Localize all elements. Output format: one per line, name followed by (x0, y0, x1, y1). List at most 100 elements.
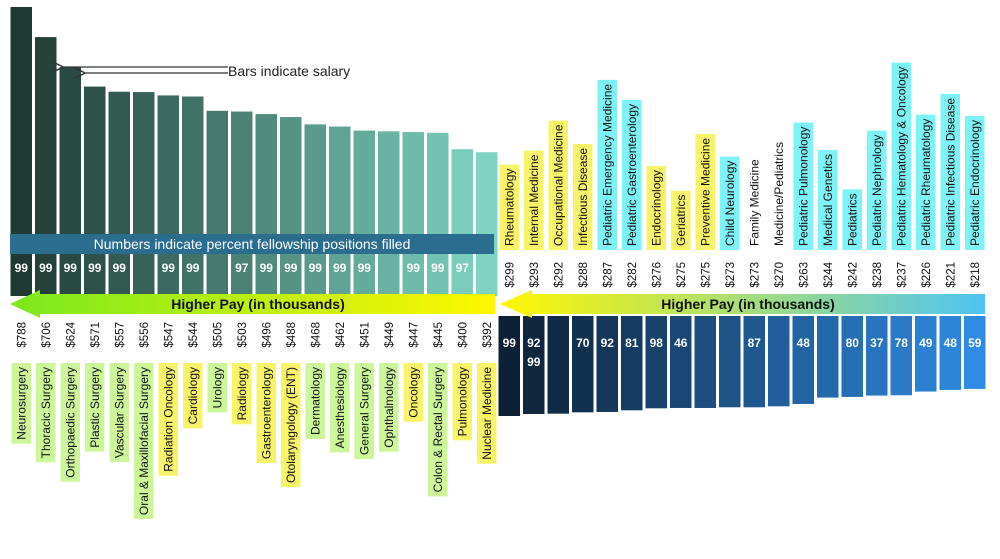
right-specialty-label-bg (622, 99, 642, 250)
right-percent-filled: 80 (846, 336, 860, 350)
right-salary-value: $263 (798, 262, 810, 288)
right-salary-value: $292 (553, 262, 565, 288)
bars-note: Bars indicate salary (228, 63, 350, 79)
left-salary-value: $571 (90, 322, 102, 348)
left-salary-value: $496 (261, 322, 273, 348)
left-salary-value: $556 (139, 322, 151, 348)
left-percent-filled: 99 (15, 261, 29, 275)
right-percent-filled: 87 (748, 336, 762, 350)
left-salary-value: $468 (310, 322, 322, 348)
right-specialty-label-bg (573, 143, 593, 250)
left-percent-labels: 99 99 99 99 99 99 99 97 99 99 99 99 99 99 99 97 (15, 261, 470, 275)
right-bar-pediatric-rheumatology (915, 316, 937, 392)
right-bar-pediatric-infectious-disease (939, 316, 961, 390)
right-salary-value: $270 (774, 262, 786, 288)
left-percent-filled: 99 (333, 261, 347, 275)
right-percent-labels: 99 92 99 70 92 81 98 46 87 48 80 37 78 49 48 59 (503, 336, 982, 369)
left-percent-filled: 99 (88, 261, 102, 275)
right-specialty-label-bg (548, 120, 568, 250)
right-specialty-label-bg (891, 62, 911, 250)
right-bar-infectious-disease (572, 316, 594, 413)
right-specialty-label: Preventive Medicine (698, 138, 712, 246)
left-percent-filled: 99 (358, 261, 372, 275)
left-specialty-label: Colon & Rectal Surgery (431, 367, 445, 492)
right-specialty-label: Pediatric Rheumatology (919, 119, 933, 246)
left-bar-neurosurgery (10, 7, 32, 296)
right-percent-filled: 70 (576, 336, 590, 350)
right-salary-value: $218 (970, 262, 982, 288)
right-specialty-label: Medical Genetics (821, 154, 835, 246)
left-specialty-label-bg (305, 363, 325, 440)
right-salary-value: $242 (847, 262, 859, 288)
left-salary-value: $392 (482, 322, 494, 348)
left-specialty-label-bg (428, 363, 448, 497)
right-specialty-label-bg (916, 114, 936, 250)
right-specialty-label: Geriatrics (674, 195, 688, 246)
right-specialty-label-bg (793, 122, 813, 250)
right-bar-medical-genetics (817, 316, 839, 398)
right-specialty-label: Rheumatology (502, 169, 516, 246)
right-specialty-label: Endocrinology (649, 170, 663, 246)
right-bar-pediatric-gastroenterology (621, 316, 643, 411)
left-specialty-label-bg (85, 363, 105, 452)
left-bar-oncology (402, 132, 424, 296)
left-percent-filled: 97 (235, 261, 249, 275)
right-specialty-label-bg (842, 189, 862, 250)
left-bar-colon-and-rectal-surgery (427, 132, 449, 296)
left-bar-thoracic-surgery (35, 37, 57, 296)
right-salary-value: $238 (872, 262, 884, 288)
left-salary-value: $505 (212, 322, 224, 348)
left-salary-value: $400 (457, 322, 469, 348)
left-percent-filled: 99 (431, 261, 445, 275)
left-specialty-label-bg (109, 363, 129, 463)
left-salary-value: $447 (408, 322, 420, 348)
right-percent-filled: 49 (919, 336, 933, 350)
right-specialty-label: Infectious Disease (576, 148, 590, 246)
left-percent-filled: 99 (64, 261, 78, 275)
right-percent-filled: 81 (625, 336, 639, 350)
left-specialty-label: Nuclear Medicine (480, 367, 494, 460)
left-percent-filled: 99 (407, 261, 421, 275)
left-specialty-label: Neurosurgery (14, 367, 28, 440)
right-bar-pediatric-hematology-and-oncology (890, 316, 912, 396)
right-percent-filled-extra: 99 (527, 355, 541, 369)
left-specialty-label-bg (11, 363, 31, 444)
left-percent-filled: 99 (284, 261, 298, 275)
right-specialty-label-bg (818, 149, 838, 250)
right-percent-filled: 46 (674, 336, 688, 350)
right-bar-geriatrics (670, 316, 692, 408)
left-salary-value: $503 (237, 322, 249, 348)
left-percent-filled: 99 (309, 261, 323, 275)
fellowship-note: Numbers indicate percent fellowship posi… (94, 236, 411, 252)
right-higher-pay-arrow (500, 290, 985, 318)
right-percent-filled: 48 (944, 336, 958, 350)
left-salary-value: $445 (433, 322, 445, 348)
left-specialty-label: Radiation Oncology (161, 367, 175, 472)
left-bar-oral-and-maxillofacial-surgery (133, 92, 155, 296)
left-specialty-label-bg (281, 363, 301, 488)
right-salary-value: $221 (945, 262, 957, 288)
right-salary-values: $299 $293 $292 $288 $287 $282 $276 $275 $275 $273… (504, 261, 982, 287)
right-bar-pediatrics (841, 316, 863, 397)
left-salary-value: $544 (188, 321, 200, 347)
left-specialty-label-bg (134, 363, 154, 520)
left-specialty-label-bg (330, 363, 350, 453)
left-specialty-label: Oral & Maxillofacial Surgery (137, 367, 151, 515)
left-specialty-label: Plastic Surgery (88, 367, 102, 448)
right-specialty-label: Occupational Medicine (551, 124, 565, 246)
right-specialty-label: Family Medicine (747, 159, 761, 246)
left-specialty-labels: Neurosurgery Thoracic Surgery Orthopaedic … (11, 363, 497, 520)
right-specialty-label: Pediatrics (845, 193, 859, 246)
right-specialty-label: Pediatric Endocrinology (968, 120, 982, 246)
right-salary-value: $226 (921, 262, 933, 288)
left-specialty-label-bg (379, 363, 399, 452)
left-percent-filled: 99 (39, 261, 53, 275)
right-specialty-label-bg (524, 150, 544, 250)
right-bar-family-medicine (743, 316, 765, 408)
right-bar-pediatric-nephrology (866, 316, 888, 396)
left-specialty-label-bg (452, 363, 472, 441)
left-specialty-label: General Surgery (357, 367, 371, 455)
right-salary-value: $237 (896, 262, 908, 288)
